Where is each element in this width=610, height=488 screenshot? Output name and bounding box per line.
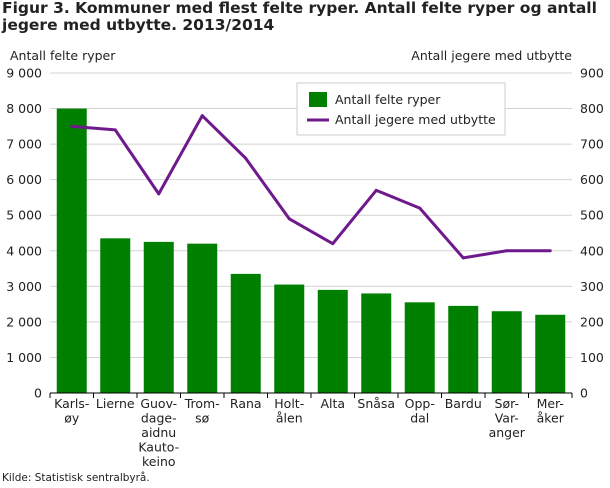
- y2-tick-label: 200: [580, 314, 604, 329]
- line-point: [548, 249, 552, 253]
- x-tick-label-line: Snåsa: [357, 396, 395, 411]
- x-tick-label-line: Karls-: [54, 396, 89, 411]
- y-tick-label: 4 000: [6, 243, 42, 258]
- x-tick-label-line: Opp-: [405, 396, 435, 411]
- x-tick-label-line: Bardu: [445, 396, 482, 411]
- line-point: [113, 128, 117, 132]
- x-tick-label-line: åker: [537, 411, 565, 426]
- x-tick-label-line: keino: [142, 454, 176, 469]
- line-point: [331, 242, 335, 246]
- x-tick-label-line: Rana: [230, 396, 262, 411]
- bar: [274, 284, 305, 393]
- legend-label: Antall jegere med utbytte: [335, 112, 496, 127]
- line-point: [418, 206, 422, 210]
- x-tick-label-line: sø: [195, 411, 210, 426]
- x-tick-label: Alta: [320, 396, 345, 411]
- bar: [143, 241, 174, 393]
- x-tick-label-line: anger: [489, 425, 526, 440]
- bar: [187, 243, 218, 393]
- x-tick-label: Trom-sø: [184, 396, 220, 426]
- line-point: [374, 188, 378, 192]
- bar: [230, 273, 261, 393]
- x-tick-label-line: Lierne: [96, 396, 135, 411]
- y2-tick-label: 400: [580, 243, 604, 258]
- source-note: Kilde: Statistisk sentralbyrå.: [2, 472, 150, 484]
- series-line: [71, 114, 551, 260]
- line-point: [287, 217, 291, 221]
- x-tick-label-line: Var-: [495, 411, 519, 426]
- x-tick-label-line: øy: [64, 411, 80, 426]
- x-tick-label: Karls-øy: [54, 396, 89, 426]
- y-tick-label: 9 000: [6, 66, 42, 81]
- x-tick-label: Sør-Var-anger: [489, 396, 526, 440]
- y-tick-label: 2 000: [6, 314, 42, 329]
- bar: [100, 238, 131, 393]
- y2-tick-label: 300: [580, 279, 604, 294]
- x-tick-label-line: dage-: [141, 411, 177, 426]
- x-tick-label-line: Sør-: [495, 396, 519, 411]
- line-point: [244, 156, 248, 160]
- x-tick-label: Bardu: [445, 396, 482, 411]
- axes: 0 0 1 000 100 2 000 200 3 000 300 4 000 400 5 000 5…: [6, 66, 604, 470]
- x-tick-label: Opp-dal: [405, 396, 435, 426]
- x-tick-label-line: dal: [410, 411, 429, 426]
- y2-tick-label: 100: [580, 350, 604, 365]
- y2-tick-label: 900: [580, 66, 604, 81]
- y-tick-label: 1 000: [6, 350, 42, 365]
- y-tick-label: 7 000: [6, 137, 42, 152]
- y2-tick-label: 600: [580, 172, 604, 187]
- line-series: [70, 114, 552, 260]
- y-tick-label: 6 000: [6, 172, 42, 187]
- y2-tick-label: 0: [580, 386, 588, 401]
- y-tick-label: 3 000: [6, 279, 42, 294]
- bar: [56, 108, 87, 394]
- y-axis-label: Antall felte ryper: [10, 48, 116, 63]
- bar: [491, 311, 522, 393]
- bar-series: [56, 108, 566, 394]
- y-tick-label: 0: [34, 386, 42, 401]
- y2-tick-label: 500: [580, 208, 604, 223]
- bar: [535, 314, 566, 393]
- x-tick-label-line: Mer-: [537, 396, 564, 411]
- x-tick-label: Mer-åker: [537, 396, 565, 426]
- x-tick-label-line: Holt-: [274, 396, 304, 411]
- x-tick-label-line: Trom-: [184, 396, 220, 411]
- chart-title: Figur 3. Kommuner med flest felte ryper.…: [2, 0, 597, 34]
- bar: [317, 289, 348, 393]
- x-tick-label-line: Alta: [320, 396, 345, 411]
- x-tick-label-line: aidnu: [141, 425, 176, 440]
- y-tick-label: 5 000: [6, 208, 42, 223]
- x-tick-label: Snåsa: [357, 396, 395, 411]
- legend-box: [296, 82, 506, 136]
- line-point: [70, 124, 74, 128]
- legend: Antall felte ryper Antall jegere med utby…: [296, 82, 506, 136]
- x-tick-label-line: Guov-: [140, 396, 177, 411]
- bar: [448, 305, 479, 393]
- x-tick-label-line: ålen: [276, 411, 303, 426]
- x-tick-label: Rana: [230, 396, 262, 411]
- bar: [404, 302, 435, 393]
- bar: [361, 293, 392, 393]
- x-tick-label-line: Kauto-: [138, 440, 179, 455]
- line-point: [157, 192, 161, 196]
- y-tick-label: 8 000: [6, 101, 42, 116]
- y2-axis-label: Antall jegere med utbytte: [411, 48, 572, 63]
- x-tick-label: Holt-ålen: [274, 396, 304, 426]
- x-tick-label: Guov-dage-aidnu Kauto-keino: [138, 396, 179, 469]
- y2-tick-label: 700: [580, 137, 604, 152]
- line-point: [200, 114, 204, 118]
- legend-label: Antall felte ryper: [335, 92, 441, 107]
- legend-swatch-bars: [309, 92, 327, 107]
- line-point: [505, 249, 509, 253]
- x-tick-label: Lierne: [96, 396, 135, 411]
- line-point: [461, 256, 465, 260]
- y2-tick-label: 800: [580, 101, 604, 116]
